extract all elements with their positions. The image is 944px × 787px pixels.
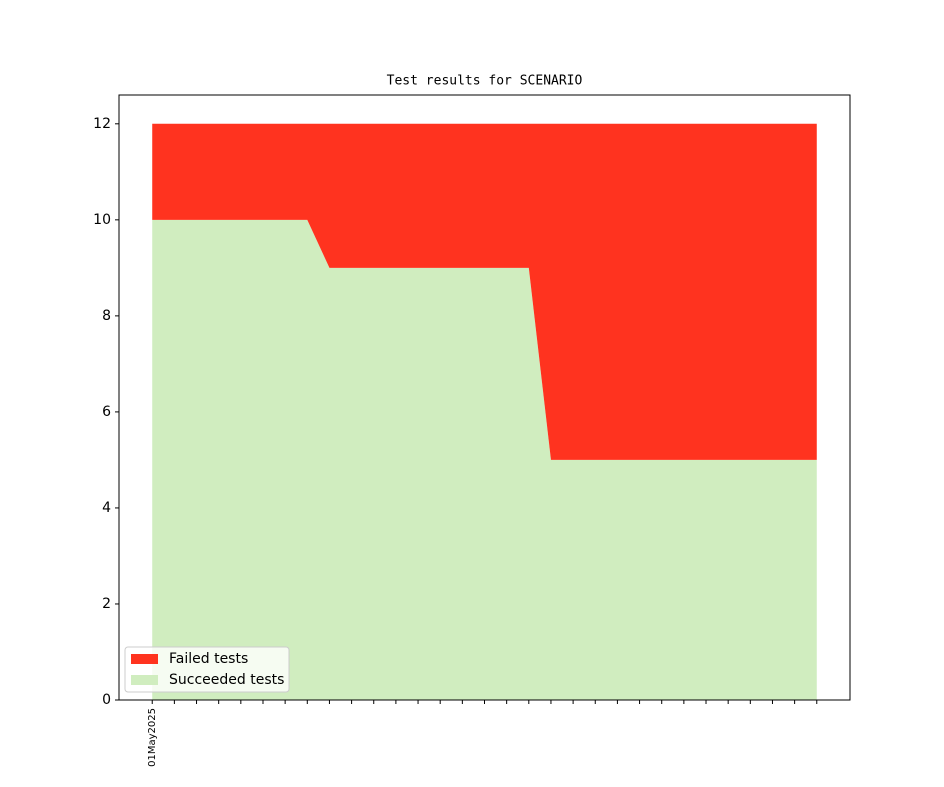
x-tick-label: 01May2025 [147, 708, 158, 767]
chart-title: Test results for SCENARIO [387, 74, 583, 89]
area [152, 219, 817, 701]
legend-box [124, 646, 290, 693]
legend-label: Succeeded tests [169, 672, 284, 688]
legend-label: Failed tests [169, 651, 248, 667]
y-tick-label: 0 [102, 692, 111, 708]
y-tick-label: 2 [102, 596, 111, 612]
legend-swatch [131, 654, 158, 664]
legend: Failed tests Succeeded tests [124, 646, 290, 693]
y-tick-label: 10 [93, 212, 111, 228]
y-tick-label: 12 [93, 116, 111, 132]
y-tick-label: 6 [102, 404, 111, 420]
y-tick-label: 4 [102, 500, 111, 516]
area [152, 123, 817, 460]
y-tick-label: 8 [102, 308, 111, 324]
legend-swatch [131, 675, 158, 685]
